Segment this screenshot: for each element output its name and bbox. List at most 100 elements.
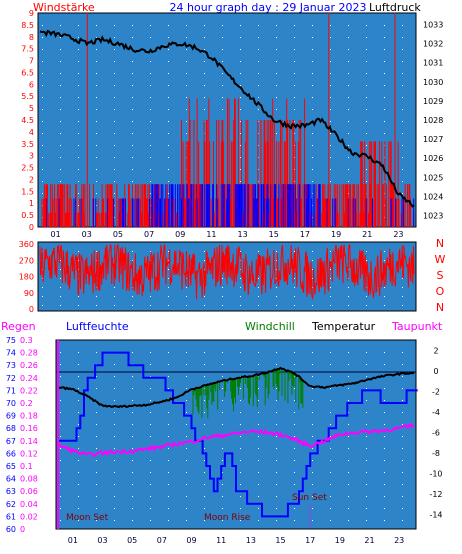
- grid-dot: [294, 25, 295, 26]
- windchill-bar: [196, 388, 197, 399]
- grid-dot: [240, 73, 241, 74]
- grid-dot: [222, 97, 223, 98]
- grid-dot: [384, 388, 385, 389]
- grid-dot: [330, 352, 331, 353]
- wind-mean-bar: [132, 199, 133, 228]
- windchill-bar: [230, 379, 231, 391]
- grid-dot: [384, 121, 385, 122]
- grid-dot: [312, 251, 313, 252]
- humidity-tick: 66: [6, 449, 16, 458]
- temperature-legend: Temperatur: [311, 320, 376, 333]
- grid-dot: [348, 287, 349, 288]
- grid-dot: [96, 376, 97, 377]
- grid-dot: [294, 508, 295, 509]
- windchill-bar: [238, 378, 239, 395]
- grid-dot: [330, 73, 331, 74]
- grid-dot: [384, 412, 385, 413]
- grid-dot: [384, 352, 385, 353]
- temperature-tick: 2: [433, 346, 438, 355]
- windchill-bar: [212, 384, 213, 402]
- grid-dot: [42, 61, 43, 62]
- grid-dot: [78, 460, 79, 461]
- grid-dot: [366, 85, 367, 86]
- grid-dot: [42, 181, 43, 182]
- grid-dot: [366, 145, 367, 146]
- grid-dot: [60, 157, 61, 158]
- grid-dot: [168, 193, 169, 194]
- grid-dot: [276, 251, 277, 252]
- grid-dot: [330, 287, 331, 288]
- wind-speed-tick: 7.5: [21, 45, 34, 54]
- humidity-tick: 74: [6, 349, 16, 358]
- windchill-bar: [249, 376, 250, 404]
- grid-dot: [186, 133, 187, 134]
- grid-dot: [150, 97, 151, 98]
- windchill-bar: [207, 385, 208, 418]
- pressure-tick: 1026: [423, 154, 443, 163]
- windchill-bar: [203, 386, 204, 395]
- grid-dot: [276, 496, 277, 497]
- grid-dot: [348, 520, 349, 521]
- grid-dot: [258, 278, 259, 279]
- compass-label: S: [437, 269, 444, 282]
- grid-dot: [312, 109, 313, 110]
- grid-dot: [348, 388, 349, 389]
- wind-gust-bar: [383, 184, 384, 227]
- grid-dot: [240, 412, 241, 413]
- grid-dot: [150, 25, 151, 26]
- grid-dot: [240, 49, 241, 50]
- grid-dot: [168, 388, 169, 389]
- grid-dot: [366, 73, 367, 74]
- rain-tick: 0.24: [20, 374, 38, 383]
- wind-speed-tick: 1.5: [21, 187, 34, 196]
- x-tick: 15: [275, 536, 285, 545]
- grid-dot: [168, 352, 169, 353]
- grid-dot: [294, 412, 295, 413]
- grid-dot: [348, 352, 349, 353]
- grid-dot: [294, 472, 295, 473]
- windchill-bar: [213, 383, 214, 402]
- grid-dot: [96, 388, 97, 389]
- grid-dot: [366, 400, 367, 401]
- grid-dot: [186, 460, 187, 461]
- grid-dot: [384, 472, 385, 473]
- wind-mean-bar: [134, 199, 135, 228]
- wind-mean-bar: [403, 199, 404, 228]
- grid-dot: [132, 376, 133, 377]
- grid-dot: [402, 109, 403, 110]
- grid-dot: [204, 25, 205, 26]
- grid-dot: [348, 97, 349, 98]
- wind-speed-axis-title: Windstärke: [33, 1, 95, 14]
- grid-dot: [132, 484, 133, 485]
- grid-dot: [168, 157, 169, 158]
- grid-dot: [222, 25, 223, 26]
- grid-dot: [330, 109, 331, 110]
- grid-dot: [96, 181, 97, 182]
- windchill-bar: [215, 383, 216, 392]
- grid-dot: [240, 133, 241, 134]
- grid-dot: [150, 520, 151, 521]
- windchill-bar: [277, 369, 278, 387]
- wind-gust-bar: [71, 199, 72, 228]
- grid-dot: [258, 287, 259, 288]
- grid-dot: [384, 364, 385, 365]
- grid-dot: [348, 49, 349, 50]
- x-tick: 11: [206, 230, 216, 239]
- grid-dot: [186, 109, 187, 110]
- grid-dot: [96, 97, 97, 98]
- grid-dot: [330, 145, 331, 146]
- rain-tick: 0.12: [20, 449, 38, 458]
- grid-dot: [294, 352, 295, 353]
- grid-dot: [114, 37, 115, 38]
- x-tick: 07: [157, 536, 167, 545]
- grid-dot: [78, 37, 79, 38]
- grid-dot: [222, 305, 223, 306]
- grid-dot: [222, 424, 223, 425]
- grid-dot: [384, 400, 385, 401]
- chart-title: 24 hour graph day : 29 Januar 2023: [170, 1, 367, 14]
- grid-dot: [186, 484, 187, 485]
- grid-dot: [330, 412, 331, 413]
- grid-dot: [132, 121, 133, 122]
- grid-dot: [60, 472, 61, 473]
